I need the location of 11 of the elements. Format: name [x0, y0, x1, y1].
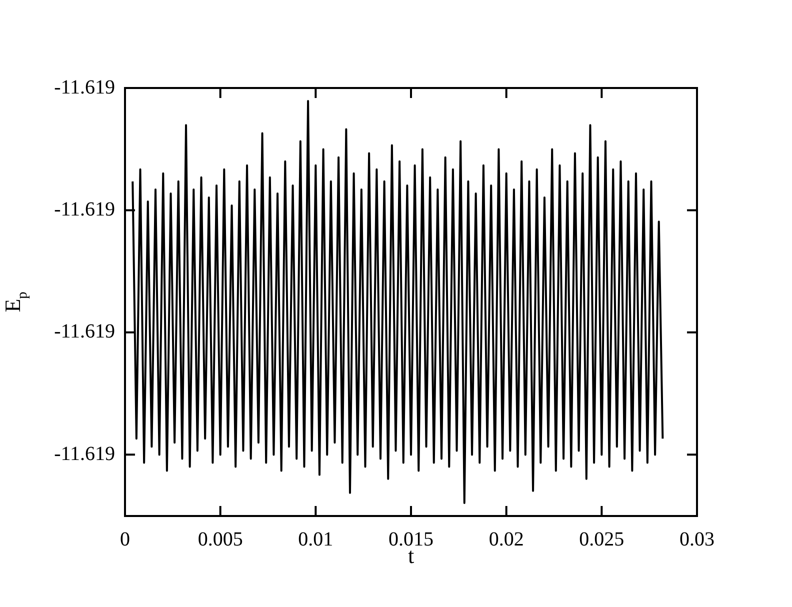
y-axis-title: Ep	[0, 292, 31, 312]
text: -11.619	[54, 76, 115, 98]
x-tick-label: 0.03	[680, 528, 714, 550]
x-tick-label: 0.005	[198, 528, 243, 550]
text: -11.619	[54, 198, 115, 220]
x-tick-label: 0	[120, 528, 130, 550]
x-tick-label: 0.01	[298, 528, 334, 550]
x-tick-label: 0.025	[579, 528, 624, 550]
text: -11.619	[54, 442, 115, 465]
text: -11.619	[54, 320, 115, 343]
x-tick-label: 0.02	[488, 528, 524, 550]
